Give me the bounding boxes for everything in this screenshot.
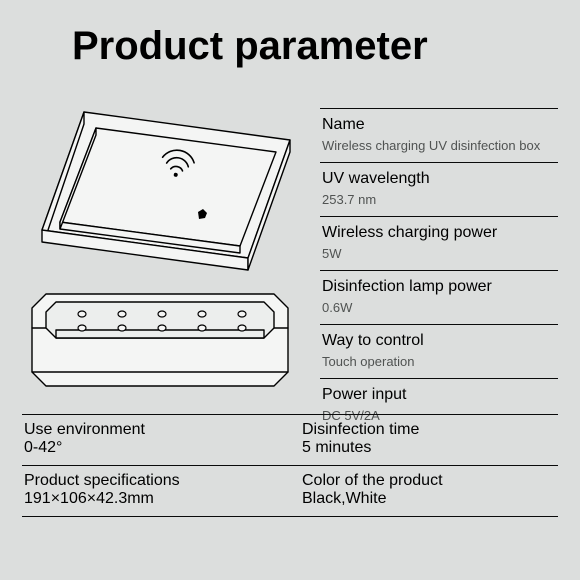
spec-label: Disinfection lamp power [322,277,556,297]
spec-label: Color of the product [302,472,556,490]
spec-cell: Use environment 0-42° [22,415,280,465]
spec-row: UV wavelength 253.7 nm [320,162,558,216]
spec-bottom-row: Use environment 0-42° Disinfection time … [22,414,558,465]
product-diagram [22,100,312,410]
spec-value: 191×106×42.3mm [24,490,278,508]
spec-cell: Color of the product Black,White [300,466,558,516]
spec-bottom-row: Product specifications 191×106×42.3mm Co… [22,465,558,516]
spec-label: Product specifications [24,472,278,490]
diagram-lid [42,112,290,270]
spec-value: 0.6W [322,300,556,316]
spec-bottom-grid: Use environment 0-42° Disinfection time … [22,414,558,517]
spec-label: Use environment [24,421,278,439]
spec-label: Power input [322,385,556,405]
spec-row: Way to control Touch operation [320,324,558,378]
spec-cell: Disinfection time 5 minutes [300,415,558,465]
spec-label: UV wavelength [322,169,556,189]
spec-cell: Product specifications 191×106×42.3mm [22,466,280,516]
spec-value: 5W [322,246,556,262]
spec-value: 253.7 nm [322,192,556,208]
spec-value: Black,White [302,490,556,508]
spec-row: Name Wireless charging UV disinfection b… [320,108,558,162]
spec-right-column: Name Wireless charging UV disinfection b… [320,108,558,432]
spec-label: Disinfection time [302,421,556,439]
page-title: Product parameter [72,24,428,69]
spec-label: Way to control [322,331,556,351]
diagram-base [32,294,288,386]
spec-value: 5 minutes [302,439,556,457]
spec-label: Name [322,115,556,135]
spec-row: Disinfection lamp power 0.6W [320,270,558,324]
spec-value: 0-42° [24,439,278,457]
divider [22,516,558,517]
spec-label: Wireless charging power [322,223,556,243]
spec-value: Wireless charging UV disinfection box [322,138,556,154]
spec-row: Wireless charging power 5W [320,216,558,270]
spec-value: Touch operation [322,354,556,370]
